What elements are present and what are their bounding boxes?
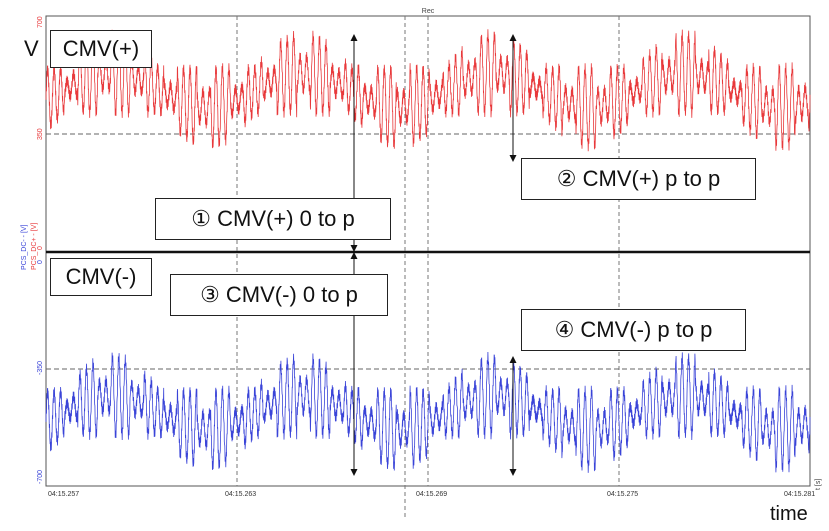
arrow-cmv-pos-p-to-p xyxy=(509,34,517,162)
ylabel-neg: PCS_DC- - [V] xyxy=(21,224,28,270)
trace-cmv-neg xyxy=(45,351,811,473)
y-tick-label: 350 xyxy=(37,128,44,140)
callout-2: ② CMV(+) p to p xyxy=(521,158,756,200)
tick-labels: 04:15.257 04:15.263 04:15.269 04:15.275 04:1… xyxy=(37,16,815,498)
trace-cmv-pos xyxy=(45,29,811,152)
y-tick-label: -700 xyxy=(37,470,44,484)
x-unit-label: time xyxy=(770,503,808,525)
callout-cmv-neg: CMV(-) xyxy=(50,258,152,296)
y-tick-label: 0 xyxy=(37,260,44,264)
x-tick-label: 04:15.263 xyxy=(225,491,256,498)
window-title: Rec xyxy=(422,8,435,15)
callout-cmv-pos: CMV(+) xyxy=(50,30,152,68)
x-unit-small: t [s] xyxy=(815,479,822,490)
y-unit-label: V xyxy=(24,36,39,61)
traces xyxy=(45,29,811,473)
callout-1: ① CMV(+) 0 to p xyxy=(155,198,391,240)
x-tick-label: 04:15.257 xyxy=(48,491,79,498)
y-tick-label: 700 xyxy=(37,16,44,28)
callout-3: ③ CMV(-) 0 to p xyxy=(170,274,388,316)
x-tick-label: 04:15.281 xyxy=(784,491,815,498)
x-tick-label: 04:15.269 xyxy=(416,491,447,498)
x-tick-label: 04:15.275 xyxy=(607,491,638,498)
ylabel-pos: PCS_DC+ - [V] xyxy=(31,223,38,270)
arrow-cmv-neg-p-to-p xyxy=(509,356,517,476)
y-tick-label: -350 xyxy=(37,361,44,375)
callout-4: ④ CMV(-) p to p xyxy=(521,309,746,351)
y-tick-label: 0 xyxy=(37,246,44,250)
